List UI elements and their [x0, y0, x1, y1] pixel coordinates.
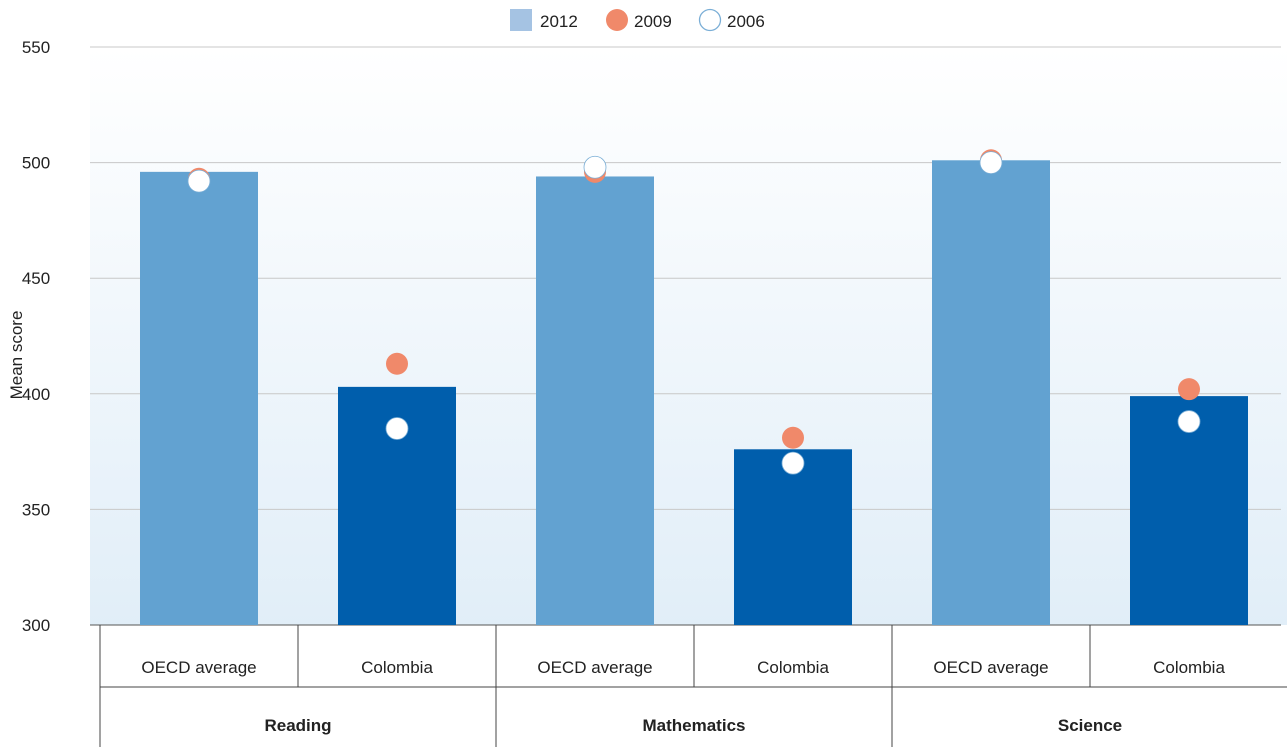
y-tick-label: 350	[22, 500, 50, 519]
category-label: OECD average	[933, 658, 1048, 677]
bar-2012	[932, 160, 1050, 625]
bar-2012	[734, 449, 852, 625]
marker-2009	[782, 426, 804, 449]
marker-2006	[187, 169, 211, 193]
marker-2006	[583, 155, 607, 179]
markers	[187, 149, 1201, 475]
y-axis-title: Mean score	[7, 311, 26, 400]
category-label: Colombia	[1153, 658, 1225, 677]
bar-2012	[536, 176, 654, 626]
legend-swatch-2012	[510, 9, 532, 31]
legend-label-2012: 2012	[540, 12, 578, 31]
y-tick-label: 500	[22, 154, 50, 173]
marker-2006	[781, 451, 805, 475]
plot-background	[90, 47, 1287, 625]
category-label: OECD average	[141, 658, 256, 677]
y-tick-label: 450	[22, 269, 50, 288]
legend: 2012 2009 2006	[510, 8, 765, 32]
legend-label-2009: 2009	[634, 12, 672, 31]
group-label: Science	[1058, 716, 1122, 735]
bar-2012	[1130, 396, 1248, 625]
marker-2009	[1178, 378, 1200, 401]
legend-label-2006: 2006	[727, 12, 765, 31]
marker-2006	[385, 417, 409, 440]
legend-swatch-2006	[698, 8, 722, 32]
category-label: Colombia	[757, 658, 829, 677]
marker-2006	[979, 151, 1003, 175]
group-label: Mathematics	[643, 716, 746, 735]
y-tick-label: 550	[22, 38, 50, 57]
legend-swatch-2009	[606, 9, 628, 31]
y-axis-ticks: 300 350 400 450 500 550	[22, 38, 50, 635]
marker-2006	[1177, 410, 1201, 433]
category-label: Colombia	[361, 658, 433, 677]
group-label: Reading	[264, 716, 331, 735]
marker-2009	[386, 352, 408, 375]
y-tick-label: 400	[22, 385, 50, 404]
y-tick-label: 300	[22, 616, 50, 635]
x-axis: OECD average Colombia OECD average Colombia…	[99, 625, 1287, 747]
bar-2012	[140, 171, 258, 625]
category-label: OECD average	[537, 658, 652, 677]
grid-lines	[90, 46, 1281, 626]
